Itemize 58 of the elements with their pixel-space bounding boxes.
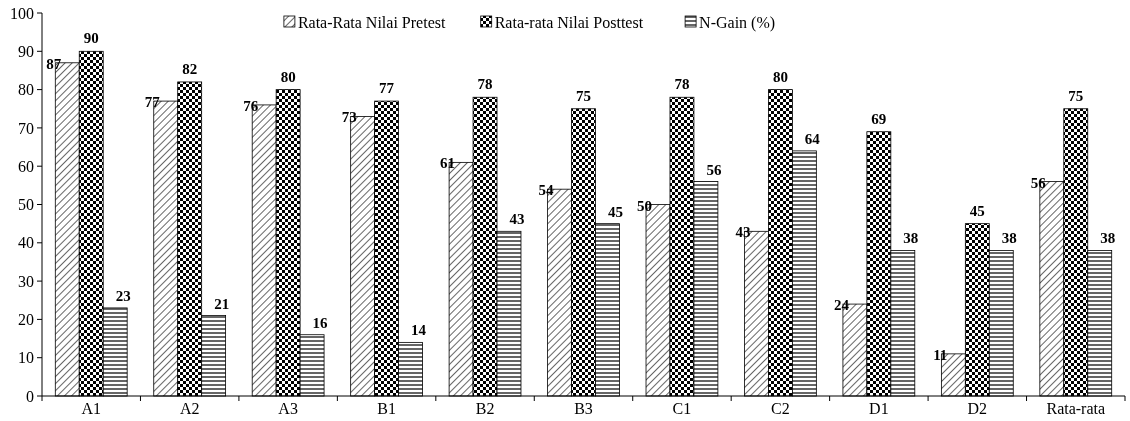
y-tick-label: 0 [26,387,34,405]
y-tick-label: 40 [18,234,34,252]
data-label: 69 [871,110,887,127]
x-tick-label: A1 [81,399,102,417]
x-tick-label: B3 [574,399,593,417]
data-label: 75 [576,87,591,104]
data-label: 56 [706,161,722,178]
legend-label: Rata-rata Nilai Posttest [494,13,644,31]
data-label: 54 [538,182,555,199]
y-tick-label: 60 [18,157,34,175]
data-label: 21 [214,295,230,312]
data-label: 45 [969,202,985,219]
y-tick-label: 30 [18,272,34,290]
y-tick-label: 90 [18,42,34,60]
x-tick-label: D2 [967,399,988,417]
data-label: 78 [477,76,493,93]
data-label: 87 [46,55,62,72]
x-tick-label: C1 [672,399,692,417]
data-label: 11 [933,346,948,363]
y-tick-label: 10 [18,349,34,367]
data-label: 77 [379,80,395,97]
data-label: 38 [1001,230,1017,247]
x-tick-label: B2 [475,399,495,417]
data-label: 78 [674,76,690,93]
data-label: 80 [280,68,296,85]
x-tick-label: A3 [278,399,298,417]
data-label: 61 [440,155,456,172]
legend-label: Rata-Rata Nilai Pretest [297,13,446,31]
x-tick-label: D1 [869,399,889,417]
y-tick-label: 20 [18,311,34,328]
data-label: 45 [607,203,623,220]
x-tick-label: C2 [771,399,790,417]
legend-label: N-Gain (%) [699,13,776,32]
data-label: 16 [312,314,329,331]
data-label: 80 [772,68,788,85]
data-label: 90 [83,30,99,47]
data-label: 38 [903,230,919,247]
data-label: 23 [115,287,131,304]
x-tick-label: B1 [377,399,396,417]
y-tick-label: 80 [18,81,34,99]
data-label: 50 [637,197,653,214]
data-label: 76 [243,97,259,114]
x-tick-label: A2 [179,399,200,417]
data-label: 38 [1100,230,1116,247]
data-label: 24 [833,297,850,314]
y-tick-label: 70 [18,119,34,137]
data-label: 43 [735,224,751,241]
y-tick-label: 100 [10,4,34,22]
data-label: 56 [1030,174,1047,191]
data-label: 64 [804,130,821,147]
data-label: 82 [182,60,198,77]
data-label: 43 [509,211,525,228]
data-label: 14 [411,322,427,339]
data-label: 73 [341,109,357,126]
x-tick-label: Rata-rata [1046,399,1106,417]
data-label: 75 [1068,87,1084,104]
y-tick-label: 50 [18,196,34,214]
data-label: 77 [144,94,161,111]
